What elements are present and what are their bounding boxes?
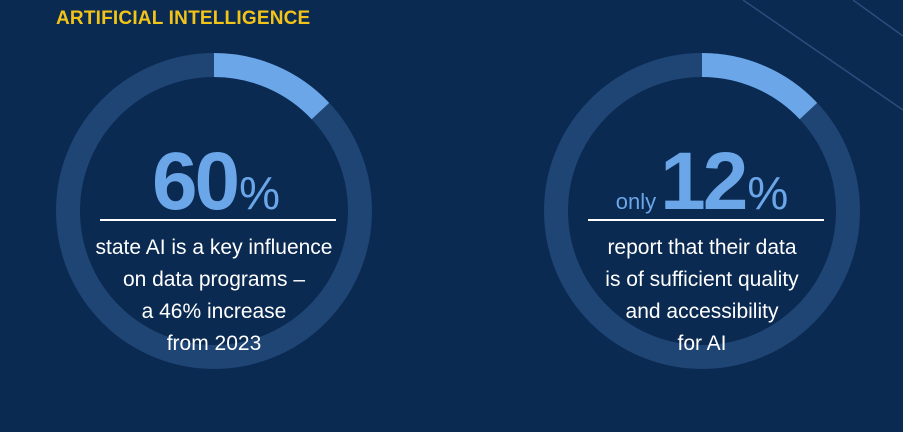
stat-description: state AI is a key influence on data prog… xyxy=(54,232,374,360)
stat-card-60: 60 % state AI is a key influence on data… xyxy=(54,51,374,431)
ring-fill xyxy=(701,53,818,120)
stat-prefix: only xyxy=(615,189,657,214)
description-line: state AI is a key influence xyxy=(95,236,333,259)
section-title: ARTIFICIAL INTELLIGENCE xyxy=(56,8,311,29)
donut-ring xyxy=(544,53,860,369)
decorative-lines xyxy=(742,0,903,111)
stat-number: 12 xyxy=(660,136,748,227)
divider xyxy=(588,219,824,221)
description-line: report that their data xyxy=(607,236,797,259)
stat-unit: % xyxy=(747,167,789,219)
big-stat: 60 % xyxy=(54,141,374,223)
description-line: from 2023 xyxy=(166,332,262,355)
big-stat: only 12 % xyxy=(542,141,862,223)
decorative-line xyxy=(852,0,903,37)
ring-fill xyxy=(213,53,330,120)
description-line: for AI xyxy=(677,332,727,355)
stat-description: report that their data is of sufficient … xyxy=(542,232,862,360)
description-line: on data programs – xyxy=(122,268,306,291)
description-line: a 46% increase xyxy=(141,300,287,323)
stat-unit: % xyxy=(239,167,281,219)
description-line: is of sufficient quality xyxy=(605,268,799,291)
decorative-line xyxy=(742,0,903,111)
stat-card-12: only 12 % report that their data is of s… xyxy=(542,51,862,431)
stat-number: 60 xyxy=(151,136,240,227)
donut-ring xyxy=(56,53,372,369)
divider xyxy=(100,219,336,221)
description-line: and accessibility xyxy=(625,300,779,323)
